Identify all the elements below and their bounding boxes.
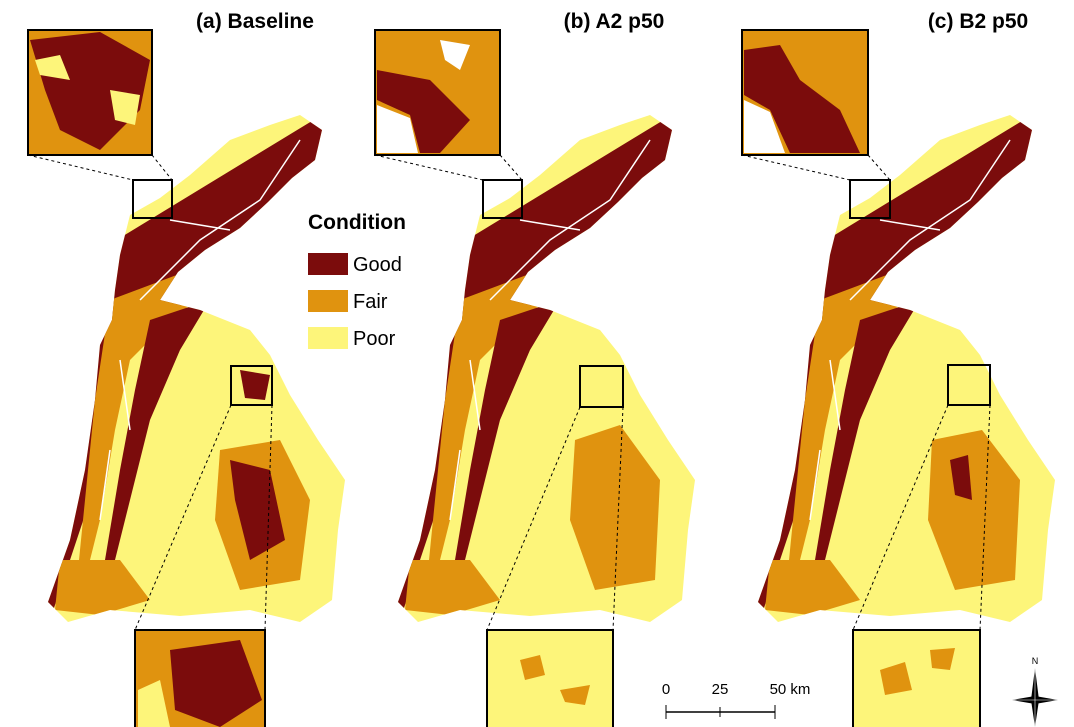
panel-title: (a) Baseline [196, 10, 314, 33]
panel-title: (c) B2 p50 [928, 10, 1028, 33]
legend-label: Good [353, 254, 402, 276]
panel-b [390, 110, 700, 630]
legend-swatch [308, 290, 348, 312]
scale-label: 50 km [770, 681, 811, 698]
legend-swatch [308, 253, 348, 275]
scale-label: 25 [712, 681, 729, 698]
map-figure: (a) Baseline (b) A2 p50 (c) B2 p50 Condi… [0, 0, 1074, 727]
scale-label: 0 [662, 681, 670, 698]
legend-label: Poor [353, 328, 396, 350]
compass-label: N [1032, 656, 1039, 666]
legend-swatch [308, 327, 348, 349]
compass: N [1012, 656, 1058, 727]
panel-a: (a) Baseline [28, 10, 350, 727]
legend-title: Condition [308, 211, 406, 234]
legend: Condition Good Fair Poor [308, 211, 406, 350]
panel-title: (b) A2 p50 [564, 10, 665, 33]
scale-bar: 0 25 50 km [662, 681, 811, 719]
panel-c [750, 110, 1060, 630]
legend-label: Fair [353, 291, 388, 313]
